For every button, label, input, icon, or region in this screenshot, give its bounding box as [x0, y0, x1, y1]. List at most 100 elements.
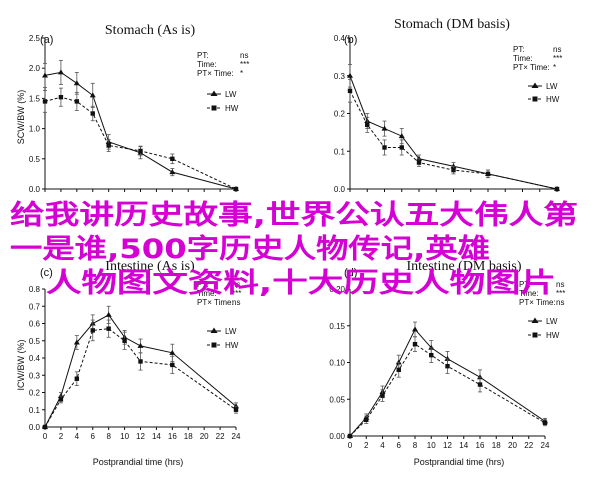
overlay-watermark-text: 给我讲历史故事,世界公认五大伟人第 一是谁,500字历史人物传记,英雄 人物图文…	[10, 199, 578, 299]
legend: LW HW	[207, 90, 239, 113]
x-tick-label: 18	[492, 441, 501, 450]
legend-marker-hw	[211, 342, 217, 348]
data-point-hw	[74, 99, 80, 104]
data-point-lw	[412, 326, 418, 332]
panel-intestine-as-is: (c) Intestine (As is) ICW/BW (%) Postpra…	[16, 259, 241, 467]
data-point-hw	[382, 145, 387, 150]
stat-value: ns	[240, 51, 248, 60]
y-tick-label: 0.6	[29, 320, 41, 329]
legend: LW HW	[528, 317, 560, 340]
stats-block: PT: ns Time: *** PT× Time: *	[513, 45, 562, 72]
stat-value: ns	[232, 280, 240, 289]
data-point-lw	[381, 125, 388, 131]
y-tick-label: 0.5	[29, 155, 41, 164]
stat-label: PT:	[197, 51, 209, 60]
data-point-hw	[42, 99, 48, 104]
stats-block: PT: ns Time: *** PT× Time: ns	[197, 280, 241, 307]
data-point-hw	[364, 417, 369, 423]
series-line-hw	[44, 96, 237, 190]
x-tick-label: 6	[91, 432, 96, 441]
stat-label: Time:	[197, 60, 217, 69]
series-line-hw	[349, 90, 558, 190]
overlay-line: 给我讲历史故事,世界公认五大伟人第	[10, 199, 578, 231]
stat-label: PT× Time:	[197, 69, 234, 78]
legend-marker-hw	[532, 96, 538, 102]
data-point-hw	[399, 145, 404, 150]
y-tick-label: 1.5	[29, 94, 41, 103]
stat-label: Time:	[197, 289, 217, 298]
y-tick-label: 0.0	[29, 185, 41, 194]
stat-value: ns	[556, 280, 564, 289]
panel-title: Intestine (As is)	[105, 259, 195, 274]
legend-marker-hw	[211, 105, 217, 111]
legend-marker-hw	[532, 332, 538, 338]
x-tick-label: 24	[541, 441, 550, 450]
y-tick-label: 0.4	[334, 34, 346, 43]
panel-stomach-dm-basis: (b) Stomach (DM basis) PT: ns Time: *** …	[334, 17, 562, 194]
data-point-lw	[137, 342, 144, 348]
panel-letter: (a)	[40, 34, 53, 46]
data-point-hw	[554, 186, 560, 192]
data-point-hw	[396, 367, 401, 373]
x-tick-label: 16	[476, 441, 485, 450]
y-tick-label: 0.8	[29, 285, 41, 294]
y-tick-label: 0.3	[334, 72, 346, 81]
legend-label-hw: HW	[546, 95, 560, 104]
y-tick-label: 0.1	[334, 147, 346, 156]
legend-label-hw: HW	[225, 104, 239, 113]
y-tick-label: 0.20	[329, 285, 345, 294]
y-tick-label: 0.2	[29, 389, 41, 398]
y-axis-label: SCW/BW (%)	[16, 90, 26, 145]
data-point-hw	[138, 148, 143, 154]
series-line-lw	[349, 75, 558, 190]
stat-value: ns	[553, 45, 561, 54]
series-line-lw	[44, 71, 237, 190]
panel-intestine-dm-basis: (d) Intestine (DM basis) Postprandial ti…	[329, 259, 565, 467]
legend-label-lw: LW	[546, 82, 558, 91]
data-point-hw	[74, 376, 80, 381]
stat-label: PT:	[513, 45, 525, 54]
x-tick-label: 2	[364, 441, 369, 450]
data-point-lw	[233, 403, 239, 409]
data-point-lw	[347, 72, 353, 78]
x-tick-label: 10	[120, 432, 129, 441]
x-tick-label: 2	[59, 432, 64, 441]
series-line-hw	[44, 328, 237, 428]
y-tick-label: 0.00	[329, 432, 345, 441]
stat-label: PT:	[519, 280, 531, 289]
data-point-hw	[90, 111, 95, 116]
stat-value: ***	[556, 289, 565, 298]
series-line-lw	[44, 314, 237, 428]
data-point-lw	[73, 80, 80, 86]
legend: LW HW	[528, 82, 560, 104]
data-point-hw	[122, 338, 127, 343]
y-tick-label: 0.10	[329, 359, 345, 368]
series-line-hw	[349, 343, 546, 437]
data-point-hw	[485, 171, 491, 177]
y-tick-label: 0.5	[29, 337, 41, 346]
data-point-hw	[542, 420, 548, 425]
data-point-hw	[90, 328, 95, 333]
data-point-lw	[444, 355, 451, 361]
legend-label-lw: LW	[225, 327, 237, 336]
data-point-lw	[450, 163, 457, 169]
y-tick-label: 1.0	[29, 125, 41, 134]
x-axis-label: Postprandial time (hrs)	[414, 457, 505, 467]
legend-marker-lw	[210, 90, 218, 96]
legend-label-hw: HW	[546, 331, 560, 340]
data-point-lw	[42, 72, 48, 78]
stats-block: PT: ns Time: *** PT× Time: ns	[519, 280, 565, 307]
legend-marker-lw	[531, 317, 539, 323]
panel-letter: (d)	[344, 267, 357, 279]
data-point-lw	[169, 349, 176, 355]
series-line-lw	[349, 328, 546, 437]
data-point-hw	[42, 424, 48, 430]
y-tick-label: 0.0	[29, 423, 41, 432]
x-tick-label: 14	[152, 432, 161, 441]
data-point-lw	[89, 92, 96, 98]
data-point-hw	[106, 326, 111, 331]
data-point-hw	[416, 160, 422, 165]
data-point-lw	[57, 392, 64, 398]
stat-value: ***	[232, 289, 241, 298]
stat-value: ns	[556, 298, 564, 307]
